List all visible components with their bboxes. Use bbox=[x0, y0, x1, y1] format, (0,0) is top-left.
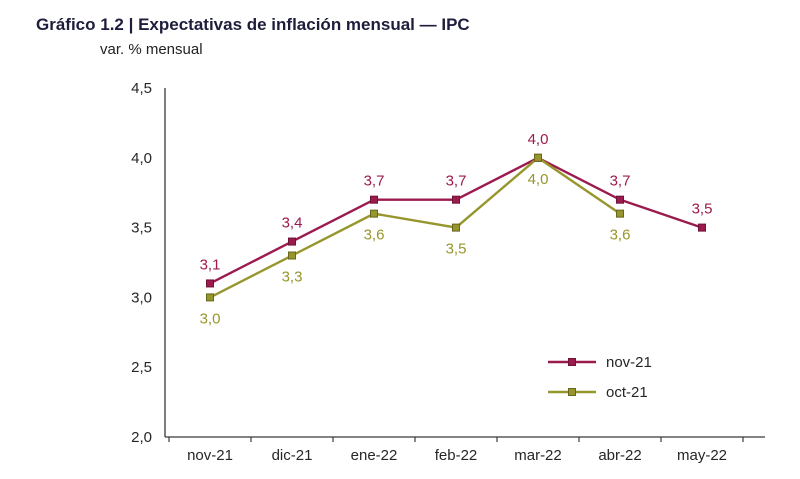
data-label-oct-21: 3,6 bbox=[364, 227, 385, 244]
data-point-oct-21 bbox=[616, 209, 624, 218]
legend-marker-oct-21 bbox=[568, 388, 576, 396]
data-label-oct-21: 3,0 bbox=[200, 310, 221, 327]
x-tick-label: feb-22 bbox=[435, 447, 478, 464]
data-label-nov-21: 3,7 bbox=[364, 173, 385, 190]
x-tick-label: nov-21 bbox=[187, 447, 233, 464]
data-label-nov-21: 3,7 bbox=[610, 173, 631, 190]
legend-marker-nov-21 bbox=[568, 358, 576, 366]
legend-label-nov-21: nov-21 bbox=[606, 354, 652, 371]
x-tick-label: dic-21 bbox=[272, 447, 313, 464]
data-label-nov-21: 3,5 bbox=[692, 201, 713, 218]
data-point-oct-21 bbox=[288, 251, 296, 260]
data-label-oct-21: 3,5 bbox=[446, 241, 467, 258]
chart-subtitle: var. % mensual bbox=[100, 41, 203, 58]
data-label-oct-21: 3,3 bbox=[282, 269, 303, 286]
line-chart: 2,0 2,5 3,0 3,5 4,0 4,5 nov-21 dic-21 ene-22 feb-… bbox=[131, 80, 765, 464]
data-label-nov-21: 3,4 bbox=[282, 215, 303, 232]
data-point-nov-21 bbox=[206, 279, 214, 288]
x-tick-label: ene-22 bbox=[351, 447, 398, 464]
data-point-nov-21 bbox=[616, 195, 624, 204]
chart-title: Gráfico 1.2 | Expectativas de inflación … bbox=[36, 15, 470, 34]
x-tick-label: may-22 bbox=[677, 447, 727, 464]
legend: nov-21 oct-21 bbox=[548, 354, 652, 401]
y-tick-label: 4,5 bbox=[131, 80, 152, 97]
data-point-oct-21 bbox=[370, 209, 378, 218]
data-label-oct-21: 4,0 bbox=[528, 171, 549, 188]
data-point-oct-21 bbox=[534, 153, 542, 162]
y-tick-label: 3,0 bbox=[131, 289, 152, 306]
data-label-nov-21: 3,7 bbox=[446, 173, 467, 190]
data-point-nov-21 bbox=[288, 237, 296, 246]
y-tick-label: 2,0 bbox=[131, 429, 152, 446]
data-label-nov-21: 3,1 bbox=[200, 256, 221, 273]
data-label-oct-21: 3,6 bbox=[610, 227, 631, 244]
series-line-oct-21 bbox=[209, 156, 621, 299]
data-label-nov-21: 4,0 bbox=[528, 131, 549, 148]
data-point-oct-21 bbox=[206, 293, 214, 302]
legend-label-oct-21: oct-21 bbox=[606, 384, 648, 401]
data-point-nov-21 bbox=[370, 195, 378, 204]
data-point-nov-21 bbox=[698, 223, 706, 232]
y-tick-label: 2,5 bbox=[131, 359, 152, 376]
x-tick-label: mar-22 bbox=[514, 447, 562, 464]
y-tick-label: 3,5 bbox=[131, 220, 152, 237]
data-point-nov-21 bbox=[452, 195, 460, 204]
y-tick-label: 4,0 bbox=[131, 150, 152, 167]
chart-header: Gráfico 1.2 | Expectativas de inflación … bbox=[0, 0, 800, 60]
data-point-oct-21 bbox=[452, 223, 460, 232]
x-tick-label: abr-22 bbox=[598, 447, 641, 464]
